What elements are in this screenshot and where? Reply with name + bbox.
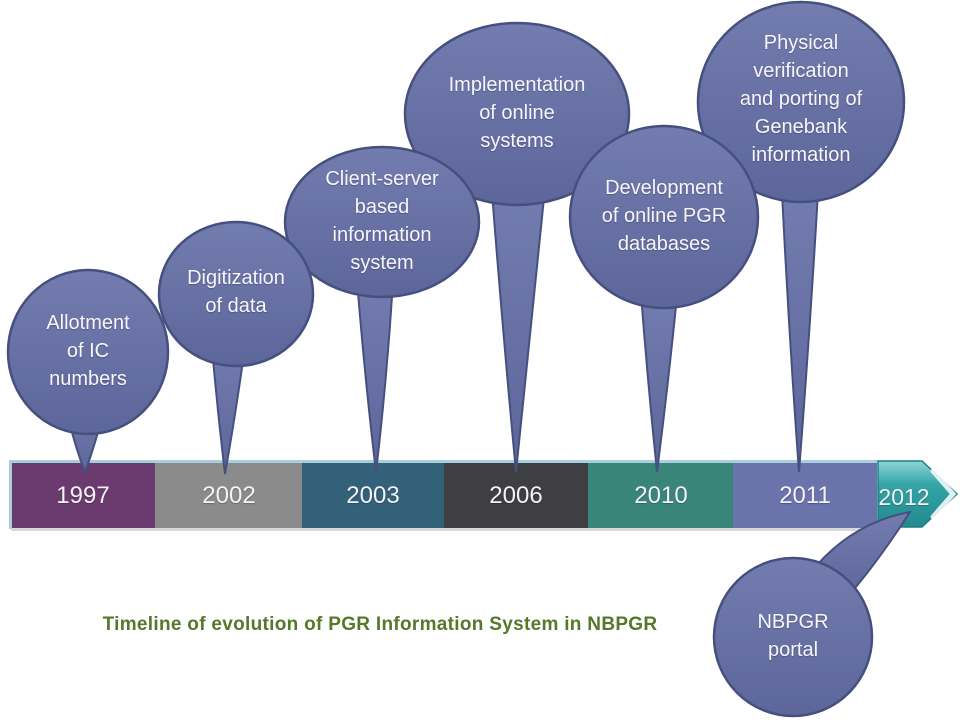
- balloon-shape-2010: [568, 124, 760, 310]
- segment-2002: [155, 463, 302, 528]
- balloon-tail-2002: [210, 344, 247, 475]
- balloon-label-2012: NBPGR portal: [757, 611, 829, 661]
- year-label-2010: 2010: [634, 482, 688, 509]
- bar-left-highlight: [9, 460, 12, 529]
- balloon-shape-2012: [712, 556, 874, 718]
- balloon-shape-2006: [403, 21, 631, 207]
- balloon-label-1997: Allotment of IC numbers: [46, 312, 130, 390]
- balloon-label-2011: Physical verification and porting of Gen…: [739, 32, 863, 166]
- balloon-circles: [6, 0, 906, 718]
- segment-2006: [444, 463, 588, 528]
- balloon-label-2002: Digitization of data: [187, 267, 285, 317]
- balloon-tail-2010: [639, 292, 679, 473]
- balloon-shape-2011: [696, 0, 906, 204]
- segment-1997: [12, 463, 155, 528]
- balloon-tail-2006: [490, 186, 547, 473]
- segment-2003: [302, 463, 444, 528]
- arrow-chevron-highlight: [930, 468, 957, 520]
- balloon-shape-2003: [283, 145, 481, 299]
- balloon-label-2006: Implementation of online systems: [448, 74, 586, 152]
- caption: Timeline of evolution of PGR Information…: [102, 614, 658, 635]
- year-label-2006: 2006: [489, 482, 543, 509]
- balloon-tail-2003: [355, 278, 395, 473]
- balloon-tail-2011: [780, 191, 820, 473]
- balloon-tails: [64, 186, 913, 602]
- bar-top-highlight: [11, 460, 878, 463]
- year-label-2012: 2012: [878, 484, 930, 510]
- timeline-bar: [9, 460, 878, 531]
- balloon-label-2010: Development of online PGR databases: [601, 177, 727, 255]
- balloon-shape-1997: [6, 268, 170, 436]
- year-label-2003: 2003: [346, 482, 400, 509]
- year-label-2002: 2002: [202, 482, 256, 509]
- balloon-label-2003: Client-server based information system: [325, 168, 439, 274]
- bar-bottom-shadow: [11, 528, 878, 531]
- year-label-2011: 2011: [779, 482, 831, 509]
- segment-2012-arrow: [877, 460, 959, 528]
- year-label-1997: 1997: [56, 482, 110, 509]
- balloon-shape-2002: [157, 220, 315, 368]
- segment-2011: [733, 463, 877, 528]
- segment-2010: [588, 463, 733, 528]
